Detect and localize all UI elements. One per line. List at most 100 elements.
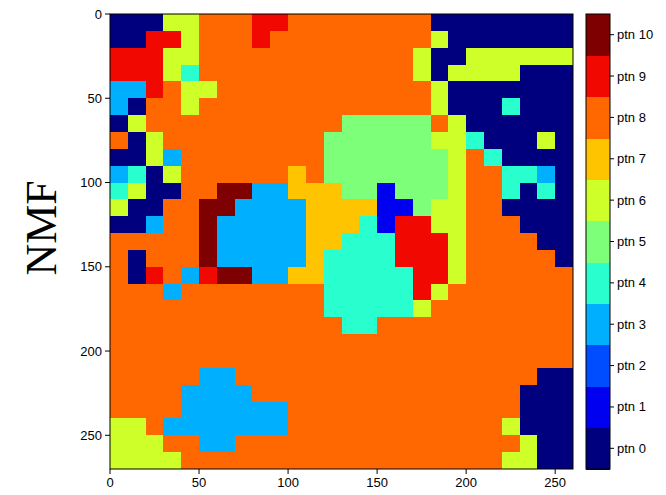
cell [217,115,235,132]
x-tick [377,469,378,474]
cell [324,183,342,200]
cell [270,14,288,31]
cell [146,31,164,48]
cell [537,65,555,82]
cell [413,132,431,149]
cell [181,115,199,132]
cell [217,267,235,284]
cell [555,233,573,250]
cell [252,300,270,317]
cell [235,368,253,385]
cell [520,402,538,419]
cell [288,31,306,48]
y-tick-label: 200 [80,344,102,359]
colorbar-tick [610,200,614,201]
cell [448,14,466,31]
cell [199,284,217,301]
cell [199,149,217,166]
cell [181,166,199,183]
cell [466,317,484,334]
cell [342,48,360,65]
cell [448,98,466,115]
cell [377,98,395,115]
cell [520,418,538,435]
cell [306,418,324,435]
cell [199,132,217,149]
cell [110,115,128,132]
cell [502,435,520,452]
cell [395,435,413,452]
cell [359,115,377,132]
cell [537,98,555,115]
x-tick [288,469,289,474]
cell [110,250,128,267]
cell [359,98,377,115]
cell [537,48,555,65]
cell [146,267,164,284]
cell [413,284,431,301]
cell [181,250,199,267]
y-tick-label: 100 [80,175,102,190]
cell [252,402,270,419]
cell [306,351,324,368]
x-tick-label: 100 [277,475,299,490]
cell [466,216,484,233]
cell [163,435,181,452]
cell [359,183,377,200]
cell [163,385,181,402]
cell [199,250,217,267]
cell [324,199,342,216]
cell [128,132,146,149]
cell [146,132,164,149]
cell [502,402,520,419]
cell [128,65,146,82]
cell [181,65,199,82]
cell [377,267,395,284]
x-tick [110,469,111,474]
cell [217,166,235,183]
cell [163,317,181,334]
cell [484,98,502,115]
cell [555,183,573,200]
cell [146,65,164,82]
cell [128,368,146,385]
cell [555,385,573,402]
cell [270,81,288,98]
cell [235,81,253,98]
cell [377,250,395,267]
cell [252,250,270,267]
cell [324,267,342,284]
cell [146,81,164,98]
cell [217,98,235,115]
cell [324,385,342,402]
cell [466,284,484,301]
cell [306,233,324,250]
cell [163,351,181,368]
cell [324,300,342,317]
cell [163,166,181,183]
colorbar-segment [586,386,610,428]
cell [235,216,253,233]
cell [377,149,395,166]
cell [359,317,377,334]
cell [395,166,413,183]
cell [484,368,502,385]
cell [431,98,449,115]
cell [181,418,199,435]
cell [324,216,342,233]
cell [270,65,288,82]
cell [306,149,324,166]
cell [448,199,466,216]
cell [270,31,288,48]
cell [537,149,555,166]
cell [306,250,324,267]
cell [502,267,520,284]
cell [537,250,555,267]
cell [270,300,288,317]
cell [359,300,377,317]
cell [377,199,395,216]
cell [199,14,217,31]
y-tick-label: 0 [95,7,102,22]
cell [163,216,181,233]
cell [395,149,413,166]
